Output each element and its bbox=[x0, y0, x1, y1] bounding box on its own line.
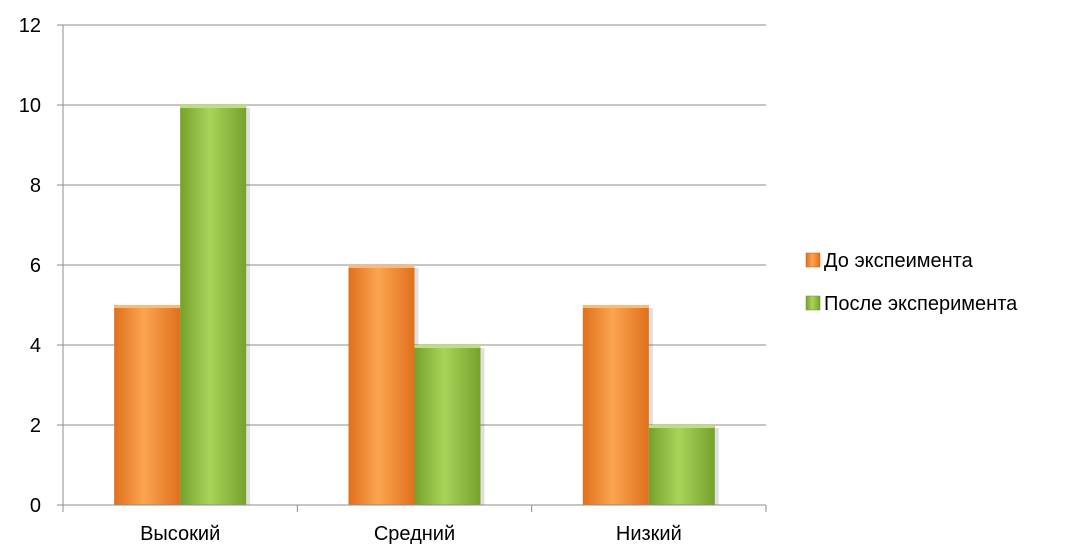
bar-before bbox=[348, 265, 415, 505]
legend-label-after: После эксперимента bbox=[824, 293, 1018, 315]
bar-highlight bbox=[114, 305, 181, 308]
bar-highlight bbox=[348, 265, 415, 268]
bar-highlight bbox=[180, 105, 247, 108]
y-tick-label: 10 bbox=[19, 95, 41, 117]
bar-before bbox=[582, 305, 649, 505]
legend-label-before: До экспеимента bbox=[824, 250, 974, 272]
bar-highlight bbox=[414, 345, 481, 348]
x-tick-label: Низкий bbox=[616, 523, 682, 545]
legend-swatch-after bbox=[805, 295, 821, 311]
bar-highlight bbox=[582, 305, 649, 308]
x-tick-label: Средний bbox=[374, 523, 455, 545]
y-tick-label: 8 bbox=[30, 175, 41, 197]
axes bbox=[57, 24, 767, 512]
y-tick-label: 2 bbox=[30, 415, 41, 437]
bar-after bbox=[648, 425, 715, 505]
y-tick-label: 4 bbox=[30, 335, 41, 357]
bar-before bbox=[114, 305, 181, 505]
bar-after bbox=[180, 105, 247, 505]
legend-swatch-before bbox=[805, 252, 821, 268]
tick-labels: 0 2 4 6 8 10 12 Высокий Средний Низкий bbox=[19, 15, 682, 545]
y-tick-label: 0 bbox=[30, 495, 41, 517]
bar-highlight bbox=[648, 425, 715, 428]
x-tick-label: Высокий bbox=[140, 523, 220, 545]
legend: До экспеимента После эксперимента bbox=[805, 250, 1018, 315]
y-tick-label: 6 bbox=[30, 255, 41, 277]
bars bbox=[114, 105, 719, 505]
y-tick-label: 12 bbox=[19, 15, 41, 37]
bar-after bbox=[414, 345, 481, 505]
